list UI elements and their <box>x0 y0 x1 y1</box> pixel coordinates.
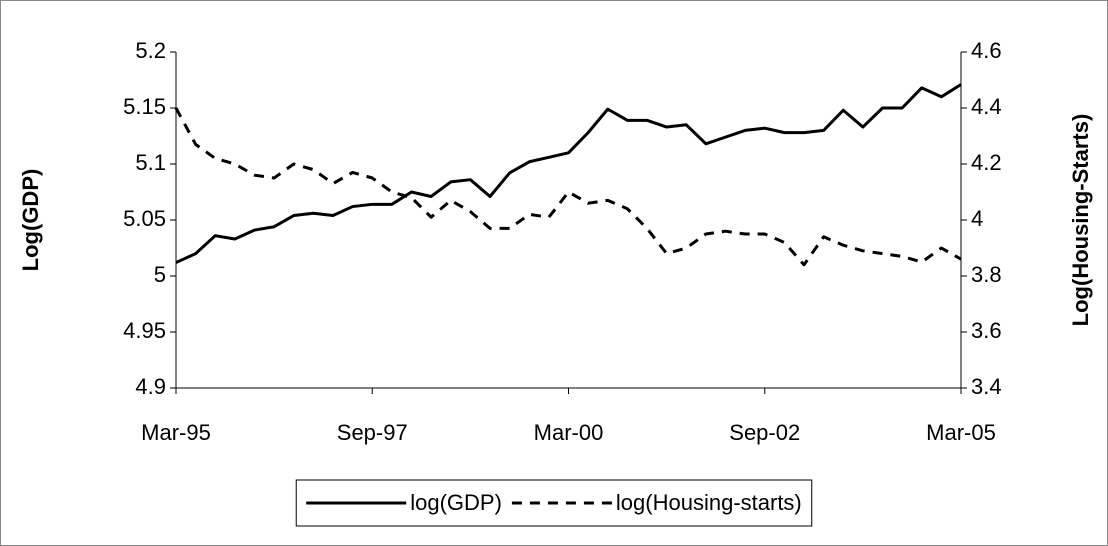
y2-tick-label: 4 <box>971 206 983 231</box>
x-tick-label: Sep-02 <box>729 420 800 445</box>
y2-tick-label: 4.2 <box>971 150 1002 175</box>
y-tick-label: 5.1 <box>135 150 166 175</box>
y-tick-label: 4.95 <box>123 318 166 343</box>
y-tick-label: 5.2 <box>135 38 166 63</box>
y2-tick-label: 4.6 <box>971 38 1002 63</box>
legend-label: log(GDP) <box>410 490 502 515</box>
x-tick-label: Sep-97 <box>337 420 408 445</box>
x-tick-label: Mar-05 <box>926 420 996 445</box>
series-line <box>175 83 962 264</box>
y2-tick-label: 3.6 <box>971 318 1002 343</box>
y-tick-label: 4.9 <box>135 374 166 399</box>
x-tick-label: Mar-95 <box>141 420 211 445</box>
y-tick-label: 5 <box>154 262 166 287</box>
series-line <box>174 107 962 267</box>
y-axis-title: Log(GDP) <box>18 169 43 272</box>
x-tick-label: Mar-00 <box>534 420 604 445</box>
y2-axis-title: Log(Housing-Starts) <box>1068 114 1093 327</box>
y-tick-label: 5.15 <box>123 94 166 119</box>
y2-tick-label: 3.8 <box>971 262 1002 287</box>
y-tick-label: 5.05 <box>123 206 166 231</box>
legend-label: log(Housing-starts) <box>616 490 802 515</box>
y2-tick-label: 4.4 <box>971 94 1002 119</box>
y2-tick-label: 3.4 <box>971 374 1002 399</box>
